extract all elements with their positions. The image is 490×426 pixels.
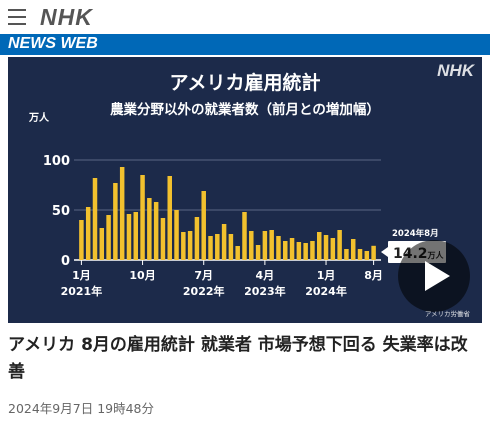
top-bar: NHK (0, 0, 490, 34)
chart-title: アメリカ雇用統計 (169, 71, 320, 94)
callout-date: 2024年8月 (392, 228, 439, 239)
x-tick-label-month: 1月 (317, 269, 336, 282)
chart-bar (296, 242, 302, 260)
chart-bar (242, 212, 247, 260)
chart-bar (221, 224, 227, 260)
chart-bar (181, 232, 186, 260)
x-tick-label-month: 10月 (129, 269, 155, 282)
x-tick-label-month: 1月 (72, 269, 91, 282)
chart-bar (92, 178, 98, 260)
play-button[interactable] (398, 240, 470, 312)
chart-bar (113, 183, 118, 260)
chart-bar (364, 251, 370, 260)
chart-bar (147, 198, 152, 260)
y-tick-label: 50 (52, 204, 70, 219)
article-timestamp: 2024年9月7日 19時48分 (8, 401, 155, 416)
video-brand-logo: NHK (437, 61, 476, 80)
video-thumbnail[interactable]: NHK アメリカ雇用統計 農業分野以外の就業者数（前月との増加幅） 万人 0 50… (8, 57, 482, 323)
chart-bar (276, 236, 281, 260)
chart-subtitle: 農業分野以外の就業者数（前月との増加幅） (110, 101, 380, 118)
article-headline[interactable]: アメリカ 8月の雇用統計 就業者 市場予想下回る 失業率は改善 (8, 335, 468, 382)
x-tick-label-year: 2022年 (183, 284, 225, 298)
chart-bar (350, 239, 356, 260)
news-web-label[interactable]: NEWS WEB (8, 35, 98, 52)
chart-bar (174, 210, 179, 260)
x-tick-label-year: 2021年 (61, 284, 103, 298)
source-label: アメリカ労働省 (425, 309, 471, 318)
chart-bar (357, 249, 363, 260)
chart-bar (160, 218, 166, 260)
chart-bar (262, 231, 268, 260)
chart-bar (344, 249, 349, 260)
chart-bar (133, 212, 139, 260)
nhk-logo[interactable]: NHK (40, 4, 93, 30)
chart-bar (126, 214, 132, 260)
chart-bar (79, 220, 84, 260)
chart-bar (167, 176, 172, 260)
chart-bar (228, 234, 234, 260)
chart-bar (194, 217, 200, 260)
y-tick-label: 0 (61, 254, 70, 269)
chart-bar (330, 238, 336, 260)
y-tick-label: 100 (43, 154, 70, 169)
x-tick-label-month: 4月 (256, 269, 275, 282)
chart-bar (371, 245, 376, 260)
chart-bar (99, 228, 105, 260)
chart-bar (153, 202, 159, 260)
chart-bar (310, 241, 315, 260)
chart-bar (317, 232, 322, 260)
chart-bar (187, 231, 193, 260)
play-icon (425, 261, 450, 291)
chart-bar (283, 241, 288, 260)
y-unit-label: 万人 (28, 111, 50, 124)
hamburger-menu-icon[interactable] (8, 9, 26, 25)
news-web-bar: NEWS WEB (0, 34, 490, 55)
chart-bar (85, 207, 91, 260)
chart-bar (106, 215, 111, 260)
chart-bar (303, 243, 308, 260)
chart-bar (249, 231, 254, 260)
chart-bar (337, 230, 342, 260)
x-tick-label-year: 2023年 (244, 284, 286, 298)
chart-bar (201, 191, 206, 260)
x-tick-label-year: 2024年 (305, 284, 347, 298)
chart-bar (323, 235, 329, 260)
chart-bar (269, 230, 274, 260)
chart-bar (140, 175, 145, 260)
jobs-chart: NHK アメリカ雇用統計 農業分野以外の就業者数（前月との増加幅） 万人 0 50… (8, 57, 482, 323)
chart-bar (208, 236, 213, 260)
x-tick-label-month: 7月 (194, 269, 213, 282)
chart-bar (255, 245, 261, 260)
chart-bar (215, 234, 220, 260)
chart-bar (289, 238, 295, 260)
chart-bar (235, 246, 240, 260)
chart-bar (119, 167, 125, 260)
x-tick-label-month: 8月 (364, 269, 383, 282)
